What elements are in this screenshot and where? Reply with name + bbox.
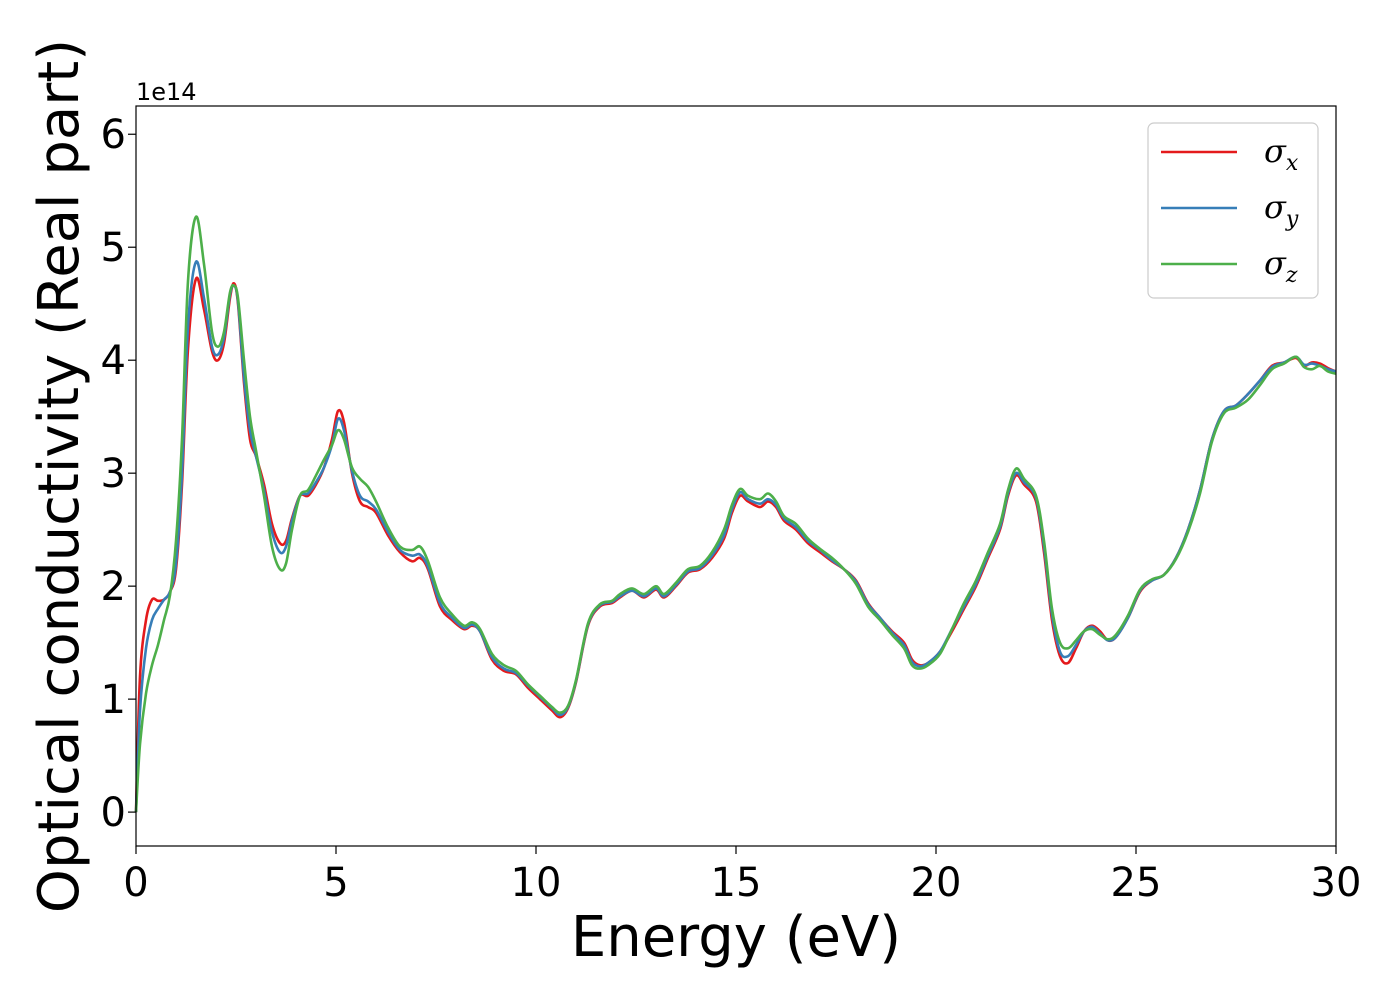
y-tick-label: 2 <box>101 564 126 610</box>
y-tick-label: 6 <box>101 112 126 158</box>
y-offset-label: 1e14 <box>136 78 197 106</box>
y-tick-label: 3 <box>101 451 126 497</box>
x-tick-label: 25 <box>1111 860 1162 906</box>
x-tick-label: 15 <box>711 860 762 906</box>
x-tick-label: 10 <box>511 860 562 906</box>
y-axis-label: Optical conductivity (Real part) <box>27 39 92 913</box>
x-tick-label: 30 <box>1311 860 1362 906</box>
x-tick-label: 0 <box>123 860 148 906</box>
x-axis-label: Energy (eV) <box>571 905 901 970</box>
x-tick-label: 5 <box>323 860 348 906</box>
y-tick-label: 4 <box>101 338 126 384</box>
x-tick-label: 20 <box>911 860 962 906</box>
y-tick-label: 5 <box>101 225 126 271</box>
legend-frame <box>1147 122 1319 299</box>
series-line-z <box>134 215 1337 813</box>
y-tick-label: 1 <box>101 677 126 723</box>
y-tick-label: 0 <box>101 790 126 836</box>
